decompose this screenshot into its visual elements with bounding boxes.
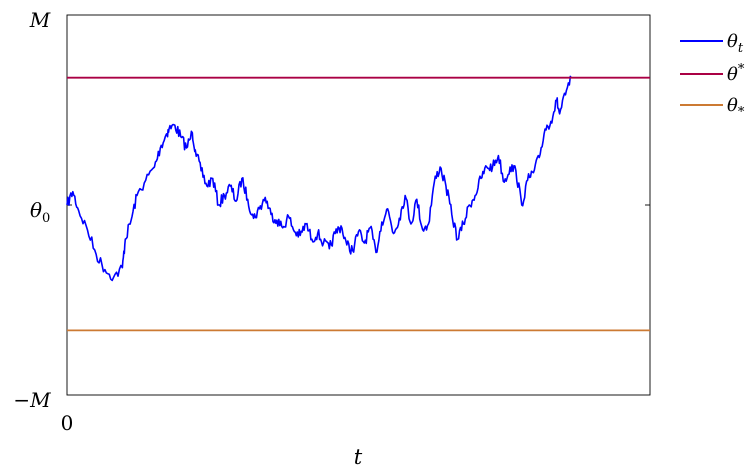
legend-entry-theta-lower: θ* xyxy=(680,95,745,120)
y-tick-label-theta0: θ0 xyxy=(30,198,50,226)
plot-area-border xyxy=(66,14,651,396)
y-tick-label-max: M xyxy=(29,8,51,32)
x-axis-label: t xyxy=(354,445,363,468)
y-tick-labels: M θ0 −M xyxy=(13,8,51,412)
legend-label-theta-t: θt xyxy=(727,31,744,56)
legend-label-theta-lower: θ* xyxy=(727,95,745,120)
y-tick-label-min: −M xyxy=(13,388,51,412)
plot-frame xyxy=(66,14,651,396)
series-line-theta-t xyxy=(66,75,572,282)
legend-label-theta-upper: θ* xyxy=(727,62,745,85)
x-axis-labels: 0 t xyxy=(61,411,363,468)
legend: θt θ* θ* xyxy=(680,31,745,120)
legend-entry-theta-t: θt xyxy=(680,31,744,56)
x-tick-label-0: 0 xyxy=(61,411,74,435)
series-layer xyxy=(66,75,650,332)
legend-entry-theta-upper: θ* xyxy=(680,62,745,85)
